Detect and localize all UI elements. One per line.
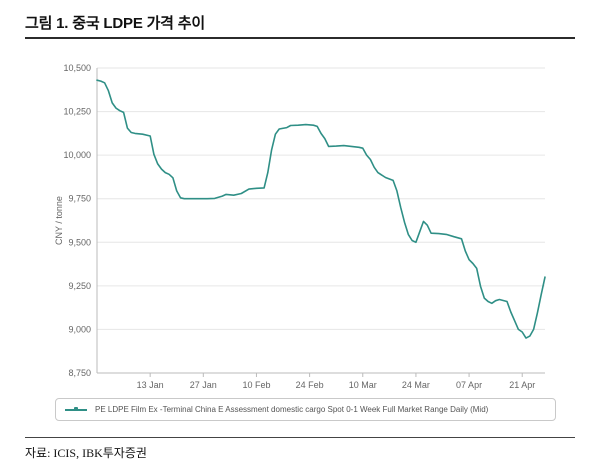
title-divider — [25, 37, 575, 39]
legend: PE LDPE Film Ex -Terminal China E Assess… — [55, 398, 556, 421]
svg-text:10 Mar: 10 Mar — [349, 380, 377, 390]
svg-text:21 Apr: 21 Apr — [509, 380, 535, 390]
svg-text:9,000: 9,000 — [68, 324, 91, 334]
svg-text:10,250: 10,250 — [63, 107, 91, 117]
gridlines — [97, 67, 545, 374]
source-divider — [25, 437, 575, 438]
svg-text:9,750: 9,750 — [68, 194, 91, 204]
svg-text:07 Apr: 07 Apr — [456, 380, 482, 390]
svg-text:9,250: 9,250 — [68, 281, 91, 291]
svg-text:9,500: 9,500 — [68, 237, 91, 247]
x-axis-tick-labels: 13 Jan 27 Jan 10 Feb 24 Feb 10 Mar 24 Mar 07 A… — [137, 380, 536, 390]
y-axis-label: CNY / tonne — [54, 196, 64, 245]
svg-text:27 Jan: 27 Jan — [190, 380, 217, 390]
axes — [96, 68, 545, 377]
source-note: 자료: ICIS, IBK투자증권 — [25, 446, 147, 460]
svg-text:10,500: 10,500 — [63, 63, 91, 73]
svg-text:10 Feb: 10 Feb — [242, 380, 270, 390]
svg-text:10,000: 10,000 — [63, 150, 91, 160]
svg-text:24 Feb: 24 Feb — [296, 380, 324, 390]
legend-line-swatch — [65, 406, 87, 411]
figure-title: 그림 1. 중국 LDPE 가격 추이 — [25, 15, 205, 32]
price-chart: 8,750 9,000 9,250 9,500 9,750 10,000 10,250 10,… — [54, 63, 546, 390]
price-line — [96, 79, 546, 339]
svg-text:8,750: 8,750 — [68, 368, 91, 378]
y-axis-tick-labels: 8,750 9,000 9,250 9,500 9,750 10,000 10,250 10,… — [63, 63, 91, 378]
legend-label: PE LDPE Film Ex -Terminal China E Assess… — [95, 405, 489, 414]
chart-area: 8,750 9,000 9,250 9,500 9,750 10,000 10,250 10,… — [50, 56, 555, 392]
svg-text:24 Mar: 24 Mar — [402, 380, 430, 390]
svg-text:13 Jan: 13 Jan — [137, 380, 164, 390]
